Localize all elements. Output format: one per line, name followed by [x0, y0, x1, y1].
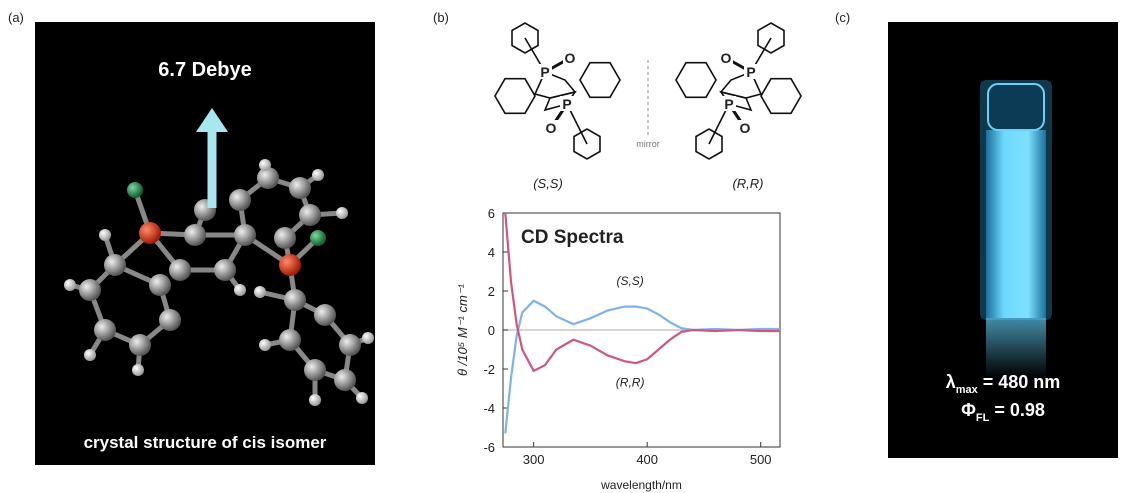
- y-axis-label: θ /10⁵ M⁻¹ cm⁻¹: [455, 283, 470, 376]
- atom: [99, 229, 111, 241]
- cd-chart: -6 -4 -2 0 2 4 6 300 400 500 wavelength/nm θ /10⁵ M…: [455, 206, 780, 492]
- chart-title: CD Spectra: [521, 227, 624, 248]
- y-tick-label: -6: [483, 440, 495, 455]
- atom: [127, 182, 143, 198]
- ring: [761, 79, 801, 114]
- atom: [284, 289, 306, 311]
- atom: [356, 392, 368, 404]
- atom: [259, 339, 271, 351]
- y-tick-label: 0: [488, 323, 495, 338]
- y-tick-label: -2: [483, 362, 495, 377]
- atom-label: O: [721, 50, 732, 66]
- atom: [169, 259, 191, 281]
- atom: [64, 279, 76, 291]
- figure: (a) 6.7 Debye crystal structure of cis i…: [0, 0, 1130, 493]
- atom-label: O: [565, 50, 576, 66]
- symbol: λ: [946, 372, 956, 392]
- atom: [310, 230, 326, 246]
- atom-label: P: [746, 64, 755, 80]
- vial: [980, 80, 1052, 378]
- atom: [362, 332, 374, 344]
- atom: [259, 159, 271, 171]
- x-tick-label: 500: [750, 452, 772, 467]
- panel-a-background: [35, 22, 375, 465]
- atom: [139, 222, 161, 244]
- page: (a) 6.7 Debye crystal structure of cis i…: [0, 0, 1130, 493]
- ring: [676, 63, 716, 98]
- subscript: max: [956, 384, 979, 396]
- structure-label: (S,S): [533, 176, 563, 191]
- x-axis-label: wavelength/nm: [600, 478, 682, 492]
- caption: crystal structure of cis isomer: [84, 433, 327, 452]
- atom: [309, 394, 321, 406]
- atom: [334, 369, 356, 391]
- atom: [234, 284, 246, 296]
- atom: [304, 359, 326, 381]
- atom: [339, 334, 361, 356]
- y-tick-label: 2: [488, 284, 495, 299]
- mirror-label: mirror: [636, 139, 660, 149]
- atom: [234, 224, 256, 246]
- atom: [289, 177, 311, 199]
- series-label: (R,R): [616, 376, 645, 390]
- atom: [149, 274, 171, 296]
- atom: [279, 329, 301, 351]
- atom-label: P: [724, 96, 733, 112]
- atom: [314, 304, 336, 326]
- ring: [580, 63, 620, 98]
- atom: [254, 286, 266, 298]
- atom: [159, 309, 181, 331]
- y-tick-label: 6: [488, 206, 495, 221]
- atom: [279, 254, 301, 276]
- y-tick-label: 4: [488, 245, 495, 260]
- atom: [257, 167, 279, 189]
- atom: [104, 254, 126, 276]
- atom: [129, 334, 151, 356]
- atom-label: P: [562, 96, 571, 112]
- series-label: (S,S): [616, 274, 643, 288]
- atom: [184, 224, 206, 246]
- atom: [229, 189, 251, 211]
- atom: [336, 207, 348, 219]
- structure-label: (R,R): [732, 176, 763, 191]
- value-text: = 480 nm: [978, 372, 1061, 392]
- atom: [84, 349, 96, 361]
- subscript: FL: [976, 412, 990, 424]
- atom: [79, 279, 101, 301]
- panel-label: (a): [8, 10, 24, 25]
- x-tick-label: 400: [636, 452, 658, 467]
- panel-label: (b): [433, 10, 449, 25]
- ring: [495, 79, 535, 114]
- x-tick-label: 300: [523, 452, 545, 467]
- panel-label: (c): [835, 10, 850, 25]
- atom: [94, 319, 116, 341]
- value-text: = 0.98: [989, 400, 1045, 420]
- dipole-label: 6.7 Debye: [158, 59, 251, 81]
- atom: [214, 259, 236, 281]
- atom: [132, 364, 144, 376]
- series-line: [505, 301, 780, 434]
- atom: [299, 204, 321, 226]
- symbol: Φ: [961, 400, 976, 420]
- atom-label: O: [740, 120, 751, 136]
- atom-label: O: [546, 120, 557, 136]
- atom-label: P: [540, 64, 549, 80]
- y-tick-label: -4: [483, 401, 495, 416]
- atom: [274, 227, 296, 249]
- atom: [312, 169, 324, 181]
